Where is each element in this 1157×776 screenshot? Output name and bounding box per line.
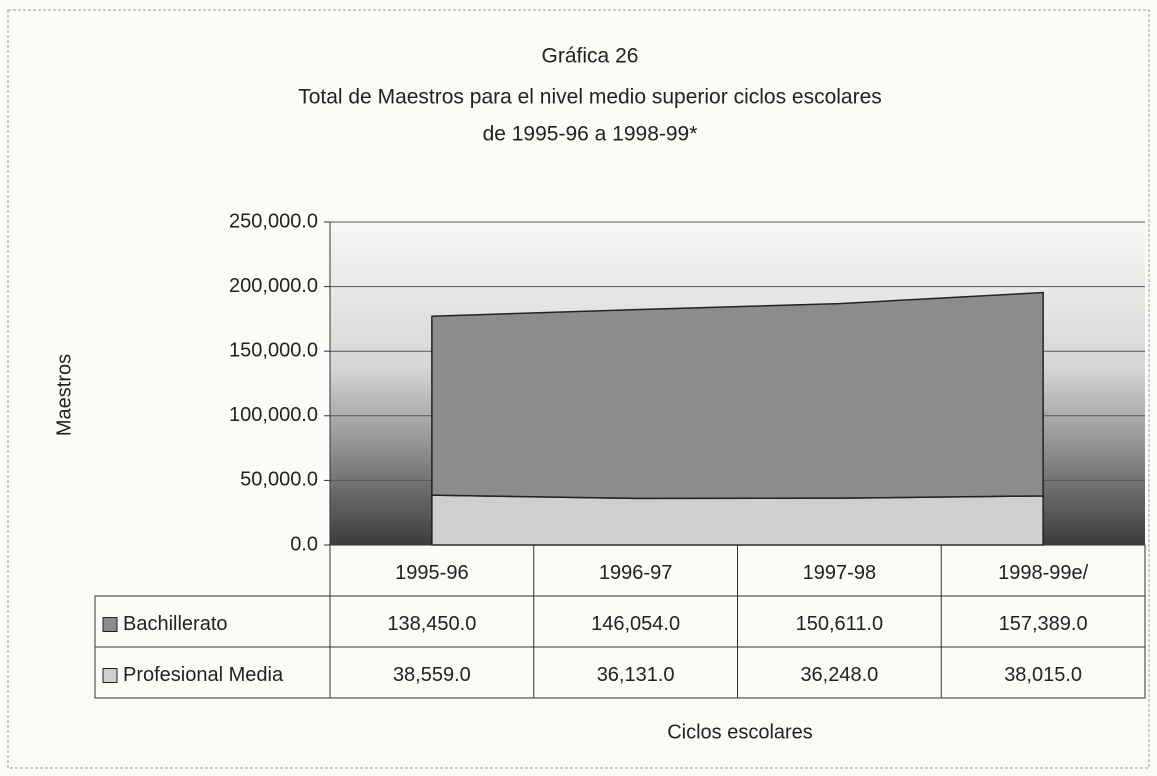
data-label: 36,131.0 <box>597 664 675 686</box>
data-label: 150,611.0 <box>796 613 884 635</box>
y-tick-label: 150,000.0 <box>229 339 318 361</box>
data-label: 138,450.0 <box>387 613 476 635</box>
y-tick-label: 200,000.0 <box>229 275 318 297</box>
area <box>431 291 1044 500</box>
data-label: 157,389.0 <box>999 613 1088 635</box>
chart-subtitle: de 1995-96 a 1998-99* <box>483 123 698 146</box>
x-axis-label: Ciclos escolares <box>667 721 813 743</box>
legend-label: Profesional Media <box>123 664 284 686</box>
legend-label: Bachillerato <box>123 613 228 635</box>
legend-swatch <box>102 668 118 683</box>
data-label: 146,054.0 <box>591 613 680 635</box>
data-label: 38,559.0 <box>393 664 471 686</box>
y-tick-label: 100,000.0 <box>229 404 318 426</box>
chart-subtitle: Total de Maestros para el nivel medio su… <box>298 86 882 109</box>
area <box>431 494 1044 546</box>
y-tick-label: 250,000.0 <box>229 210 318 232</box>
data-label: 38,015.0 <box>1004 664 1082 686</box>
data-label: 36,248.0 <box>800 664 878 686</box>
y-axis-label: Maestros <box>53 354 75 436</box>
x-tick-label: 1997-98 <box>803 562 876 584</box>
y-tick-label: 0.0 <box>290 533 318 555</box>
chart-title: Gráfica 26 <box>542 45 639 68</box>
x-tick-label: 1998-99e/ <box>998 562 1089 584</box>
x-tick-label: 1995-96 <box>395 562 468 584</box>
legend-swatch <box>102 617 118 632</box>
frame <box>7 9 1150 769</box>
x-tick-label: 1996-97 <box>599 562 672 584</box>
y-tick-label: 50,000.0 <box>240 469 318 491</box>
